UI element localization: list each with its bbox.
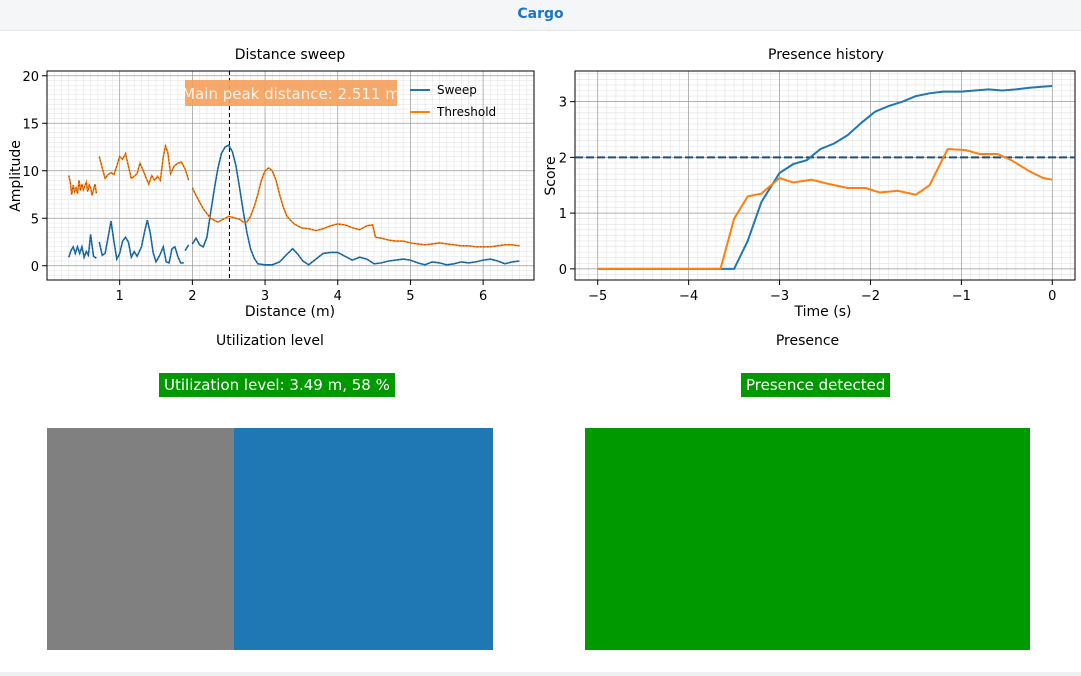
utilization-bar [47, 428, 493, 650]
threshold-series-line [191, 166, 520, 248]
top-bar [0, 0, 1081, 31]
legend-threshold-label: Threshold [436, 105, 496, 119]
legend: Sweep Threshold [410, 83, 496, 119]
peak-annotation-bg [185, 80, 397, 106]
sweep-series-markers [68, 234, 97, 259]
y-tick-label: 2 [559, 151, 567, 166]
utilization-title: Utilization level [216, 333, 324, 349]
x-tick-label: −3 [770, 289, 789, 304]
sweep-series-line [68, 234, 97, 261]
intra-presence-series-line [597, 85, 1053, 270]
distance-sweep-title: Distance sweep [234, 47, 346, 63]
x-tick-label: −5 [588, 289, 607, 304]
threshold-series-markers [192, 167, 520, 248]
x-tick-label: 6 [479, 289, 487, 304]
y-tick-label: 5 [31, 212, 39, 227]
y-tick-label: 3 [559, 96, 567, 111]
x-tick-label: 2 [188, 289, 196, 304]
app-title: Cargo [517, 6, 564, 22]
series-layer [68, 143, 520, 266]
x-tick-label: 3 [261, 289, 269, 304]
legend-sweep-label: Sweep [437, 83, 477, 97]
presence-history-chart[interactable]: −5 −4 −3 −2 −1 0 0 1 2 3 Time (s) Score [540, 66, 1081, 326]
sweep-series-markers [184, 244, 190, 251]
peak-annotation: Main peak distance: 2.511 m [182, 80, 400, 106]
presence-indicator [585, 428, 1030, 650]
inter-presence-series-line [597, 147, 1053, 270]
y-tick-label: 10 [22, 165, 39, 180]
axis-ticks: 1 2 3 4 5 6 0 5 10 15 20 [22, 70, 487, 304]
x-axis-label: Distance (m) [245, 304, 335, 320]
plot-frame [46, 70, 535, 281]
y-tick-label: 0 [31, 260, 39, 275]
y-tick-label: 0 [559, 263, 567, 278]
x-axis-label: Time (s) [794, 304, 852, 320]
utilization-badge: Utilization level: 3.49 m, 58 % [159, 373, 395, 397]
utilization-fill [234, 428, 493, 650]
sweep-series-markers [192, 144, 520, 266]
x-tick-label: −1 [952, 289, 971, 304]
peak-annotation-text: Main peak distance: 2.511 m [182, 85, 400, 103]
y-tick-label: 1 [559, 207, 567, 222]
plot-frame [574, 70, 1076, 281]
y-tick-label: 15 [22, 117, 39, 132]
x-tick-label: 0 [1048, 289, 1056, 304]
minor-grid [575, 71, 1075, 281]
x-tick-label: 5 [406, 289, 414, 304]
series-layer [597, 85, 1053, 270]
y-tick-label: 20 [22, 70, 39, 85]
y-axis-label: Amplitude [8, 140, 24, 212]
y-axis-label: Score [543, 156, 559, 195]
distance-sweep-chart[interactable]: 1 2 3 4 5 6 0 5 10 15 20 Main peak distance: 2.511… [0, 66, 540, 326]
x-tick-label: 4 [334, 289, 342, 304]
axis-ticks: −5 −4 −3 −2 −1 0 0 1 2 3 [559, 96, 1057, 304]
threshold-series-markers [68, 175, 97, 196]
presence-badge: Presence detected [741, 373, 891, 397]
x-tick-label: −4 [679, 289, 698, 304]
threshold-series-markers [98, 144, 190, 186]
footer-bar [0, 672, 1081, 676]
x-tick-label: −2 [861, 289, 880, 304]
presence-history-title: Presence history [768, 47, 884, 63]
presence-title: Presence [775, 333, 840, 349]
sweep-series-markers [98, 220, 184, 264]
x-tick-label: 1 [116, 289, 124, 304]
